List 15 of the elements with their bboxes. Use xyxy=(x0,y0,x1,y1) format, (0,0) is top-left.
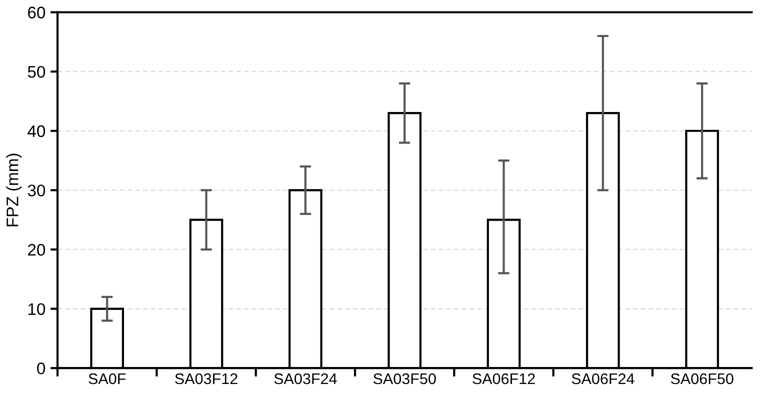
y-tick-label: 50 xyxy=(28,66,46,78)
x-tick-label: SA03F50 xyxy=(373,373,436,384)
x-tick-label: SA03F12 xyxy=(175,373,238,384)
y-tick-label: 10 xyxy=(28,303,46,315)
y-tick-label: 0 xyxy=(37,362,46,374)
x-tick-label: SA06F12 xyxy=(472,373,535,384)
y-tick-label: 40 xyxy=(28,125,46,138)
y-tick-label: 30 xyxy=(28,184,46,196)
x-tick-label: SA06F50 xyxy=(670,373,734,384)
y-tick-label: 60 xyxy=(28,6,46,18)
y-axis-title: FPZ (mm) xyxy=(6,154,22,226)
x-tick-label: SA0F xyxy=(88,373,126,384)
y-tick-label: 20 xyxy=(28,244,46,256)
x-tick-label: SA03F24 xyxy=(274,373,337,384)
x-tick-label: SA06F24 xyxy=(572,373,634,384)
